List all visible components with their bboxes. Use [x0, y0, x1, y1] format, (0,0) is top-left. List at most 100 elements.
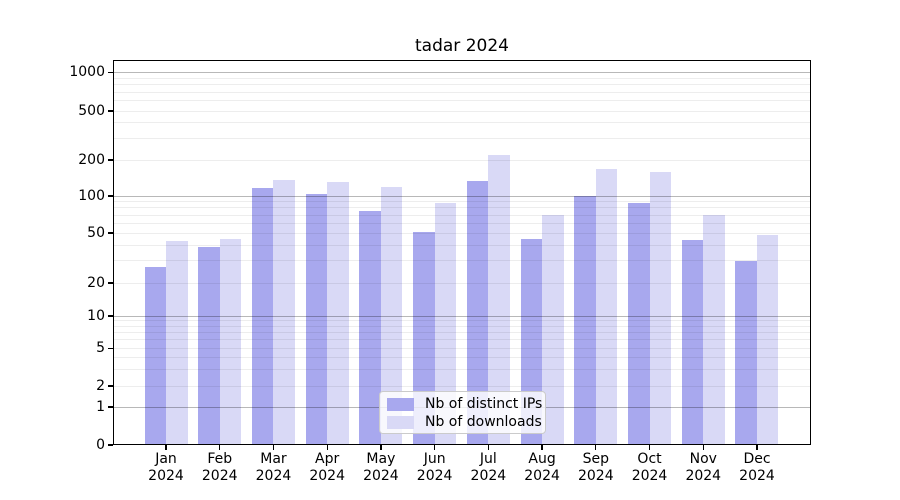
x-tick-month: Sep	[582, 451, 609, 467]
x-tick-year: 2024	[470, 467, 507, 484]
x-tick-label-may: May 2024	[351, 451, 411, 484]
x-tick-month: Jul	[479, 451, 497, 467]
gridline-minor	[113, 244, 811, 246]
bar-downloads-jun	[434, 202, 457, 445]
x-tick-year: 2024	[148, 467, 184, 484]
bar-downloads-oct	[649, 172, 672, 445]
bar-distinct-ips-oct	[628, 202, 650, 445]
x-tick-month: Mar	[260, 451, 287, 467]
x-tick-year: 2024	[739, 467, 775, 484]
x-tick-year: 2024	[685, 467, 722, 484]
gridline-minor	[113, 214, 811, 216]
x-tick-month: Apr	[315, 451, 340, 467]
x-tick-mark	[648, 445, 651, 450]
x-tick-year: 2024	[416, 467, 453, 484]
x-tick-mark	[487, 445, 489, 450]
x-tick-mark	[541, 445, 543, 450]
y-tick-mark	[108, 385, 113, 387]
gridline-minor	[113, 222, 811, 224]
y-tick-mark	[108, 232, 113, 234]
x-tick-label-sep: Sep 2024	[566, 451, 626, 484]
y-tick-label: 0	[96, 436, 105, 453]
legend-item-downloads: Nb of downloads	[387, 414, 545, 430]
gridline-minor	[113, 260, 811, 262]
y-tick-label: 2	[96, 377, 105, 394]
gridline-minor	[113, 77, 811, 79]
bar-distinct-ips-jan	[144, 266, 166, 445]
bar-distinct-ips-may	[359, 211, 381, 445]
x-tick-mark	[219, 445, 221, 450]
x-tick-label-mar: Mar 2024	[243, 451, 303, 484]
bar-downloads-jan	[166, 241, 188, 445]
bar-distinct-ips-dec	[735, 260, 757, 445]
x-tick-label-oct: Oct 2024	[620, 451, 680, 484]
x-tick-label-feb: Feb 2024	[190, 451, 250, 484]
bar-distinct-ips-jul	[466, 180, 489, 445]
gridline-minor	[113, 325, 811, 327]
x-tick-mark	[380, 445, 382, 450]
bar-downloads-may	[380, 186, 403, 445]
y-tick-label: 200	[78, 151, 105, 168]
y-tick-label: 1000	[69, 64, 105, 80]
y-tick-label: 100	[78, 187, 105, 204]
x-tick-mark	[433, 445, 436, 450]
x-tick-mark	[165, 445, 167, 450]
bar-downloads-aug	[542, 215, 564, 445]
x-tick-month: Jun	[423, 451, 446, 467]
y-tick-mark	[108, 159, 113, 161]
gridline-minor	[113, 282, 811, 284]
bar-distinct-ips-mar	[251, 187, 274, 445]
x-tick-month: Feb	[207, 451, 233, 467]
gridline-major	[113, 315, 811, 317]
x-tick-mark	[272, 445, 275, 450]
x-tick-year: 2024	[524, 467, 560, 484]
y-tick-mark	[108, 406, 113, 408]
x-tick-year: 2024	[255, 467, 292, 484]
gridline-minor	[113, 84, 811, 86]
bar-downloads-feb	[219, 238, 242, 445]
y-tick-label: 5	[96, 340, 105, 356]
bar-distinct-ips-sep	[574, 196, 596, 445]
legend-label-distinct-ips: Nb of distinct IPs	[425, 396, 543, 412]
bar-distinct-ips-nov	[681, 239, 704, 445]
x-tick-month: Jan	[155, 451, 177, 467]
gridline-minor	[113, 122, 811, 124]
y-tick-mark	[108, 110, 113, 112]
y-tick-mark	[108, 315, 113, 317]
bar-downloads-apr	[327, 181, 349, 445]
x-tick-year: 2024	[577, 467, 614, 484]
bar-distinct-ips-apr	[305, 194, 328, 445]
x-tick-label-dec: Dec 2024	[727, 451, 787, 484]
gridline-minor	[113, 357, 811, 359]
legend-swatch-distinct-ips	[387, 397, 414, 411]
gridline-major	[113, 195, 811, 197]
y-tick-mark	[108, 71, 113, 74]
x-tick-month: Oct	[637, 451, 662, 467]
gridline-minor	[113, 207, 811, 209]
bar-downloads-jul	[488, 154, 510, 445]
x-tick-mark	[595, 445, 597, 450]
x-tick-year: 2024	[631, 467, 668, 484]
gridline-minor	[113, 201, 811, 203]
x-tick-year: 2024	[309, 467, 345, 484]
x-tick-month: Aug	[528, 451, 556, 467]
legend-swatch-downloads	[387, 415, 414, 429]
gridline-minor	[113, 320, 811, 322]
gridline-minor	[113, 385, 811, 387]
x-tick-year: 2024	[363, 467, 399, 484]
gridline-minor	[113, 232, 811, 234]
y-tick-label: 10	[87, 307, 105, 324]
chart-title: tadar 2024	[415, 36, 509, 56]
x-tick-month: Dec	[743, 451, 771, 467]
legend-label-downloads: Nb of downloads	[425, 414, 542, 430]
gridline-minor	[113, 137, 811, 139]
gridline-minor	[113, 110, 811, 112]
gridline-major	[113, 72, 811, 73]
gridline-minor	[113, 159, 811, 161]
x-tick-mark	[326, 445, 328, 450]
y-tick-label: 500	[78, 102, 105, 119]
x-tick-label-jun: Jun 2024	[405, 451, 465, 484]
legend: Nb of distinct IPs Nb of downloads	[379, 391, 546, 434]
gridline-minor	[113, 368, 811, 370]
